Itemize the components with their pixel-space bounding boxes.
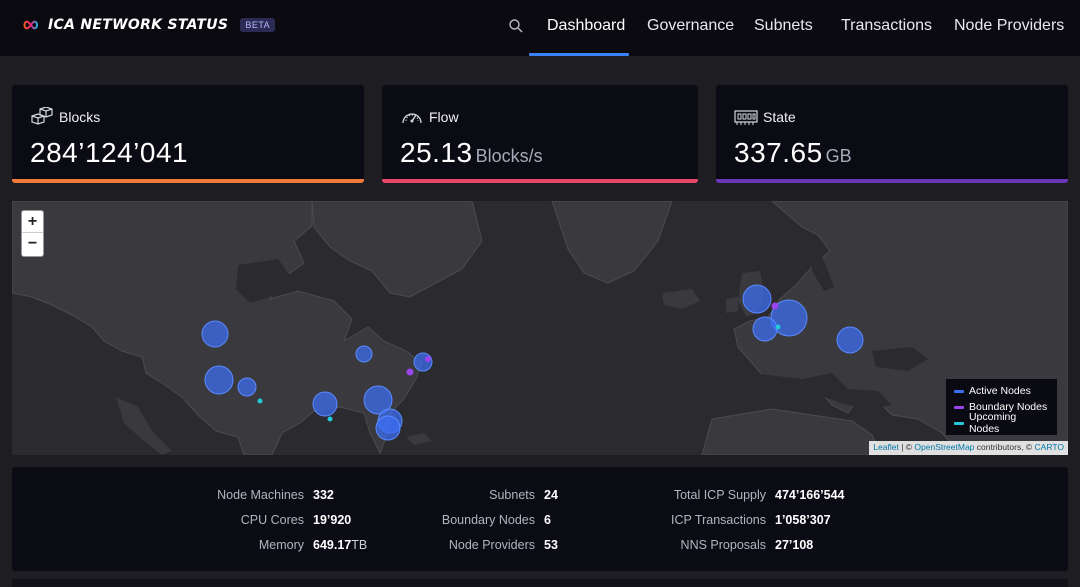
nav-transactions[interactable]: Transactions <box>841 17 932 34</box>
nav-node-providers[interactable]: Node Providers <box>954 17 1065 34</box>
zoom-in-button[interactable]: + <box>22 211 43 233</box>
legend-swatch <box>954 405 964 409</box>
boundary-nodes-value: 6 <box>544 513 551 527</box>
active-node-markers[interactable] <box>201 284 864 441</box>
nav-dashboard[interactable]: Dashboard <box>547 17 626 34</box>
flow-label: Flow <box>429 109 459 125</box>
nav-governance[interactable]: Governance <box>647 17 735 34</box>
state-accent-bar <box>716 179 1068 183</box>
icp-transactions-value: 1’058’307 <box>775 513 831 527</box>
legend-upcoming-nodes: Upcoming Nodes <box>954 411 1049 435</box>
infinity-logo-icon <box>23 20 38 30</box>
blocks-accent-bar <box>12 179 364 183</box>
memory-chip-icon <box>734 110 758 125</box>
state-label: State <box>763 109 796 125</box>
upcoming-node-markers[interactable] <box>257 324 781 422</box>
blocks-value: 284’124’041 <box>30 137 189 168</box>
legend-swatch <box>954 421 964 425</box>
legend-label: Boundary Nodes <box>969 401 1048 413</box>
beta-badge: BETA <box>240 18 276 32</box>
attribution-text: | © <box>898 442 915 452</box>
nav-subnets[interactable]: Subnets <box>754 17 813 34</box>
carto-link[interactable]: CARTO <box>1034 442 1064 452</box>
active-tab-indicator <box>529 53 629 56</box>
zoom-out-button[interactable]: − <box>27 235 38 252</box>
flow-card: Flow 25.13 Blocks/s <box>382 85 698 183</box>
state-unit: GB <box>825 146 852 166</box>
node-machines-value: 332 <box>313 488 334 502</box>
legend-label: Active Nodes <box>969 385 1031 397</box>
zoom-controls: + − <box>21 210 44 257</box>
map-legend: Active Nodes Boundary Nodes Upcoming Nod… <box>946 379 1057 435</box>
node-map[interactable]: + − Active Nodes Boundary Nodes Upcoming… <box>12 201 1068 455</box>
logo[interactable]: ICA NETWORK STATUS BETA <box>22 15 276 35</box>
search-icon[interactable] <box>508 18 524 34</box>
flow-unit: Blocks/s <box>475 146 543 166</box>
app-title: ICA NETWORK STATUS <box>48 17 229 33</box>
cpu-cores-label: CPU Cores <box>240 513 304 527</box>
boundary-node-markers[interactable] <box>406 302 779 376</box>
state-value: 337.65 GB <box>734 137 852 168</box>
top-navbar: ICA NETWORK STATUS BETA Dashboard Govern… <box>0 0 1080 56</box>
node-providers-label: Node Providers <box>448 538 535 552</box>
speedometer-icon <box>402 113 422 124</box>
memory-label: Memory <box>258 538 304 552</box>
legend-boundary-nodes: Boundary Nodes <box>954 399 1049 415</box>
blocks-label: Blocks <box>59 109 101 125</box>
icp-transactions-label: ICP Transactions <box>671 513 766 527</box>
network-stats-panel: Node Machines 332 CPU Cores 19’920 Memor… <box>12 467 1068 571</box>
nns-proposals-label: NNS Proposals <box>680 538 766 552</box>
node-machines-label: Node Machines <box>217 488 304 502</box>
cpu-cores-value: 19’920 <box>313 513 352 527</box>
leaflet-link[interactable]: Leaflet <box>873 442 899 452</box>
cubes-icon <box>31 107 53 125</box>
state-card: State 337.65 GB <box>716 85 1068 183</box>
total-icp-supply-label: Total ICP Supply <box>673 488 766 502</box>
blocks-card: Blocks 284’124’041 <box>12 85 364 183</box>
osm-link[interactable]: OpenStreetMap <box>914 442 975 452</box>
nns-proposals-value: 27’108 <box>775 538 814 552</box>
flow-accent-bar <box>382 179 698 183</box>
world-map-tiles <box>12 201 1068 455</box>
map-attribution: Leaflet | © OpenStreetMap contributors, … <box>869 441 1068 455</box>
memory-value: 649.17TB <box>313 538 368 552</box>
node-providers-value: 53 <box>544 538 558 552</box>
subnets-label: Subnets <box>489 488 535 502</box>
subnets-value: 24 <box>544 488 558 502</box>
attribution-text: contributors, © <box>974 442 1035 452</box>
legend-active-nodes: Active Nodes <box>954 383 1049 399</box>
flow-value: 25.13 Blocks/s <box>400 137 543 168</box>
boundary-nodes-label: Boundary Nodes <box>441 513 535 527</box>
legend-label: Upcoming Nodes <box>968 411 1017 435</box>
next-panel-edge <box>12 579 1068 587</box>
legend-swatch <box>954 389 964 393</box>
total-icp-supply-value: 474’166’544 <box>775 488 845 502</box>
